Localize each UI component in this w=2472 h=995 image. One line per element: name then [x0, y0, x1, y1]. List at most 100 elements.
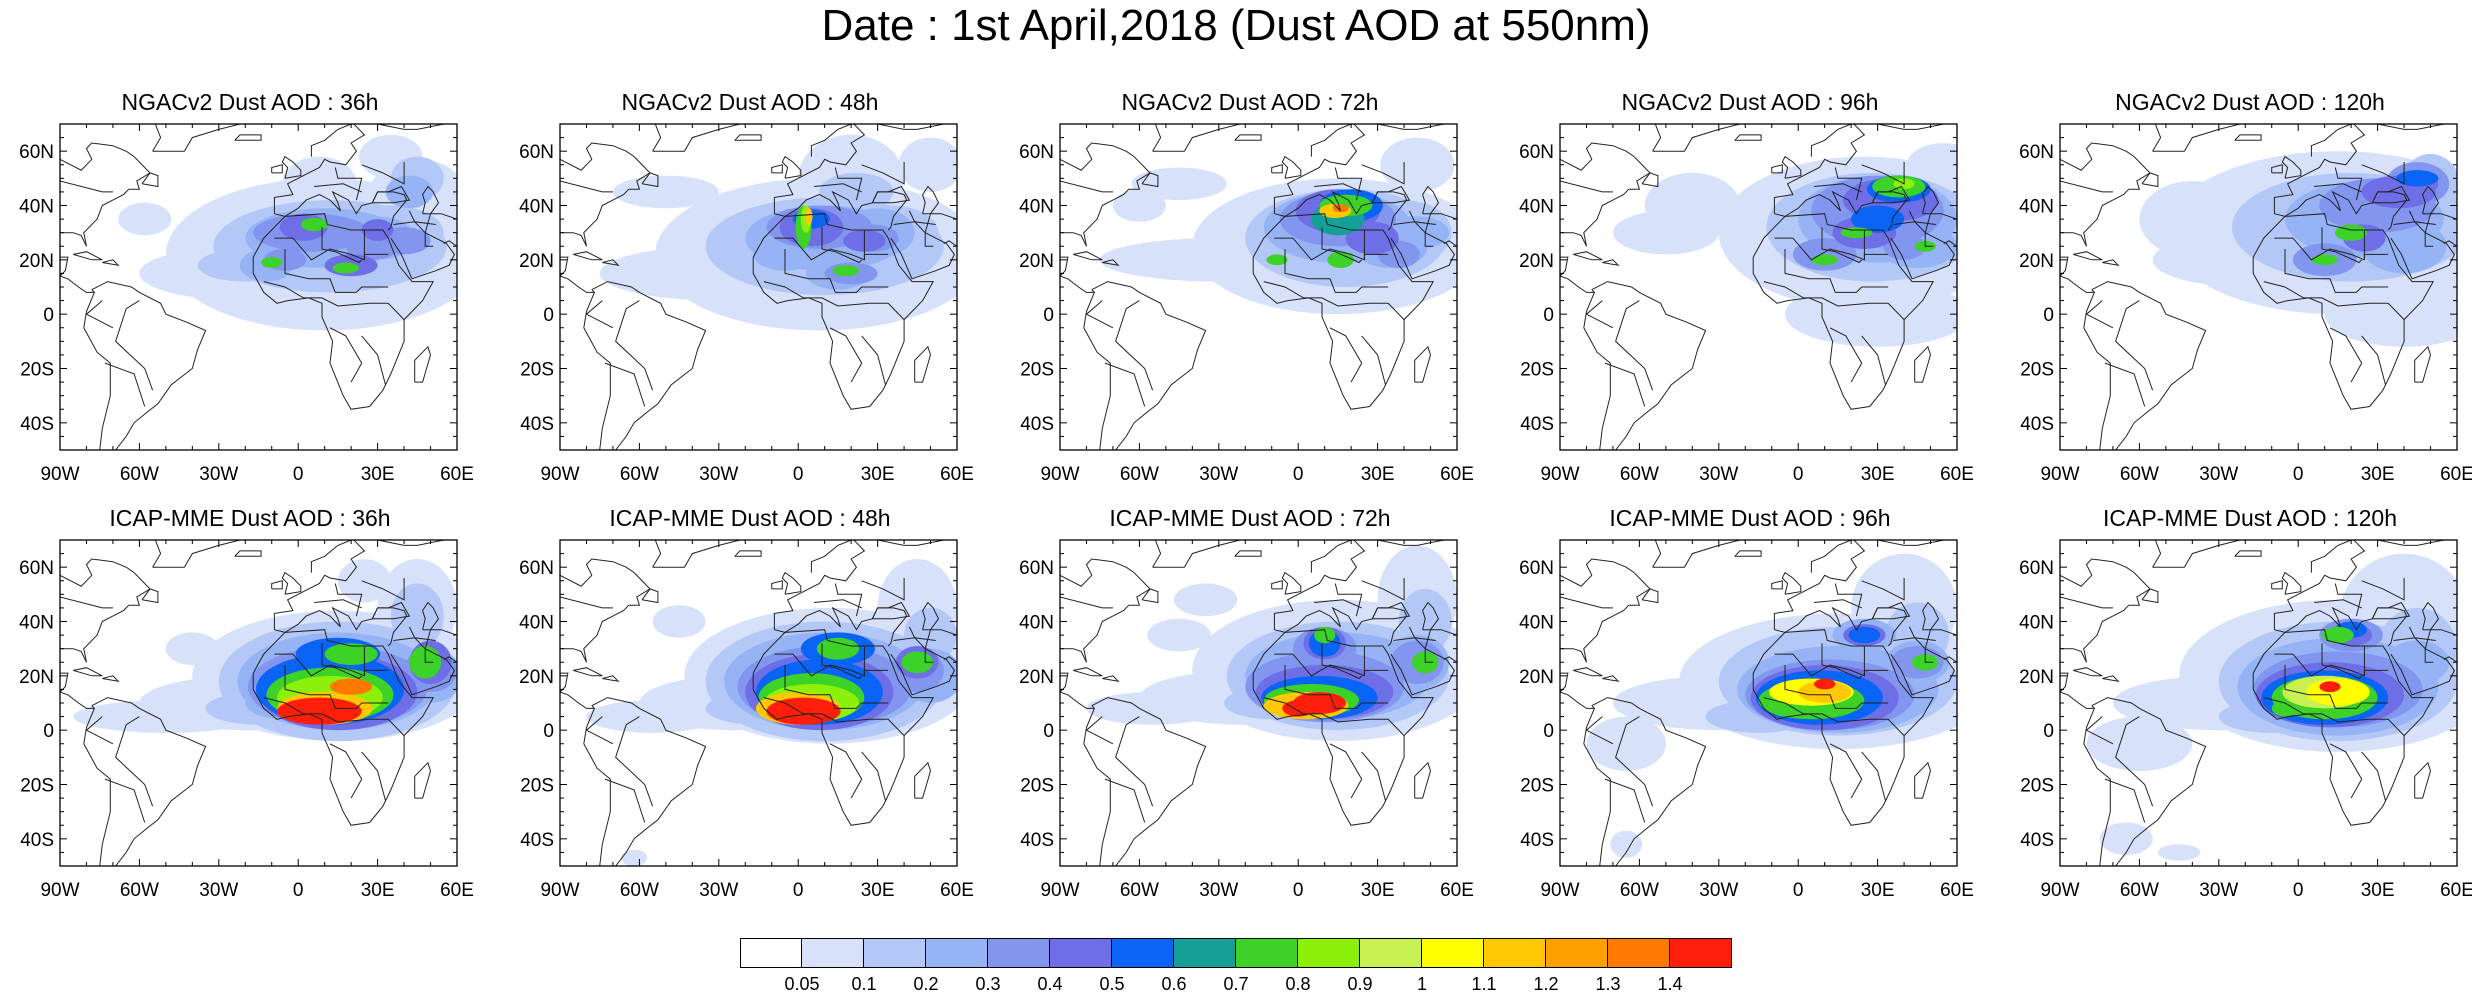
coastline: [585, 300, 614, 329]
dust-aod-map: 60N 40N 20N 0 20S 40S 90W 60W 30W 0 30E 60E: [2019, 123, 2472, 485]
lon-tick-label: 90W: [40, 880, 79, 901]
aod-contour-fill: [2306, 678, 2370, 706]
lon-tick-label: 30W: [199, 880, 238, 901]
colorbar-swatch: [1298, 938, 1360, 968]
lat-tick-label: 0: [2043, 305, 2054, 326]
lat-tick-label: 20S: [20, 360, 54, 381]
coastline: [2390, 647, 2455, 696]
lat-tick-label: 60N: [1019, 142, 1054, 163]
coastline: [414, 761, 432, 799]
coastline: [274, 606, 408, 647]
coastline: [273, 540, 457, 630]
aod-contour-fill: [586, 700, 719, 733]
map-panel: NGACv2 Dust AOD : 36h 60N 40N 20N 0 20S 40S 90W…: [0, 88, 490, 528]
coastline: [1414, 345, 1432, 383]
coastline: [2152, 124, 2241, 152]
coastline: [1583, 281, 1707, 450]
map-panel: NGACv2 Dust AOD : 120h 60N 40N 20N 0 20S 40S 90…: [2000, 88, 2472, 528]
coastline: [1443, 656, 1457, 663]
coastline: [1314, 599, 1362, 609]
coastline: [2060, 691, 2095, 709]
coastline: [2390, 231, 2455, 280]
aod-contour-fill: [1147, 618, 1211, 652]
aod-contour-fill: [832, 265, 859, 277]
coastline: [1152, 540, 1162, 568]
lat-tick-label: 40N: [1519, 197, 1554, 218]
coastline: [2141, 172, 2159, 188]
coastline: [390, 231, 455, 280]
coastline: [2281, 571, 2302, 595]
colorbar-label: 1: [1416, 974, 1427, 994]
coastline: [2321, 227, 2363, 264]
dust-aod-map: 60N 40N 20N 0 20S 40S 90W 60W 30W 0 30E 60E: [519, 123, 974, 485]
coastline: [560, 275, 595, 293]
coastline: [1263, 281, 1405, 320]
coastline: [1560, 142, 1651, 247]
lon-tick-label: 30E: [1861, 880, 1895, 901]
coastline: [1104, 362, 1146, 407]
coastline: [641, 588, 659, 604]
coastline: [810, 124, 855, 157]
coastline: [1821, 643, 1863, 680]
coastline: [1371, 601, 1411, 620]
coastline: [1334, 167, 1363, 201]
coastline: [829, 743, 863, 799]
coastline: [1115, 300, 1154, 391]
coastline: [1361, 162, 1405, 185]
coastline: [141, 588, 159, 604]
coastline: [1104, 778, 1146, 823]
coastline: [1641, 172, 1659, 188]
coastline: [834, 167, 863, 201]
coastline: [1060, 691, 1095, 709]
coastline: [861, 751, 886, 801]
lat-tick-label: 0: [1043, 305, 1054, 326]
coastline: [2408, 210, 2436, 225]
lat-tick-label: 20N: [2019, 667, 2054, 688]
aod-contour-fill: [1811, 254, 1838, 266]
lon-tick-label: 30E: [1361, 880, 1395, 901]
coastline: [1060, 558, 1151, 663]
lon-tick-label: 30W: [1699, 464, 1738, 485]
coastline: [1615, 300, 1654, 391]
lon-tick-label: 60E: [2440, 880, 2472, 901]
coastline: [390, 647, 455, 696]
coastline: [443, 656, 457, 663]
lon-tick-label: 60W: [620, 880, 659, 901]
aod-contour-fill: [613, 175, 719, 209]
coastline: [2321, 643, 2363, 680]
coastline: [1281, 571, 1302, 595]
coastline: [2083, 697, 2207, 866]
lon-tick-label: 90W: [1540, 880, 1579, 901]
coastline: [408, 626, 436, 641]
coastline: [2060, 180, 2113, 193]
coastline: [1560, 558, 1651, 663]
coastline: [1321, 227, 1363, 264]
lat-tick-label: 40N: [1019, 613, 1054, 634]
aod-contour-fill: [1131, 167, 1227, 201]
coastline: [1829, 743, 1863, 799]
map-panel: ICAP-MME Dust AOD : 48h 60N 40N 20N 0 20S 40S 9…: [500, 504, 990, 944]
coastline: [560, 142, 651, 247]
lat-tick-label: 40S: [20, 414, 54, 435]
coastline: [1560, 180, 1613, 193]
coastline: [1861, 751, 1886, 801]
coastline: [60, 180, 113, 193]
coastline: [1771, 164, 1783, 174]
coastline: [2060, 275, 2095, 293]
map-panel: ICAP-MME Dust AOD : 72h 60N 40N 20N 0 20S 40S 9…: [1000, 504, 1490, 944]
coastline: [1914, 761, 1932, 799]
coastline: [1408, 210, 1436, 225]
lon-tick-label: 0: [2293, 464, 2304, 485]
coastline: [773, 124, 957, 214]
dust-aod-map: 60N 40N 20N 0 20S 40S 90W 60W 30W 0 30E 60E: [519, 539, 974, 901]
coastline: [2271, 580, 2283, 590]
coastline: [1602, 675, 1620, 683]
coastline: [560, 596, 613, 609]
aod-field: [1099, 137, 1457, 315]
coastline: [1083, 281, 1207, 450]
aod-contour-fill: [390, 583, 444, 649]
coastline: [2361, 578, 2405, 601]
panel-title: ICAP-MME Dust AOD : 120h: [2103, 505, 2397, 531]
coastline: [310, 540, 355, 573]
colorbar-swatch: [926, 938, 988, 968]
